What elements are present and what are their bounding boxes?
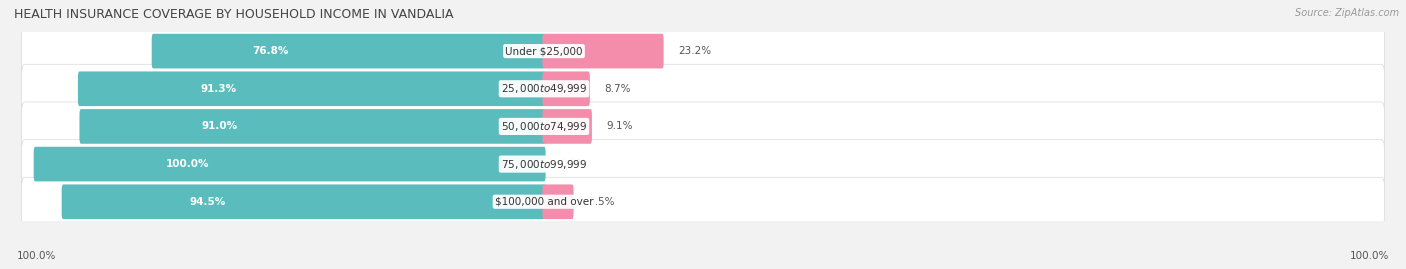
- FancyBboxPatch shape: [80, 109, 546, 144]
- FancyBboxPatch shape: [21, 102, 1385, 151]
- Text: Under $25,000: Under $25,000: [505, 46, 582, 56]
- FancyBboxPatch shape: [543, 185, 574, 219]
- Text: 23.2%: 23.2%: [678, 46, 711, 56]
- Text: 100.0%: 100.0%: [166, 159, 209, 169]
- Text: 100.0%: 100.0%: [17, 251, 56, 261]
- Text: HEALTH INSURANCE COVERAGE BY HOUSEHOLD INCOME IN VANDALIA: HEALTH INSURANCE COVERAGE BY HOUSEHOLD I…: [14, 8, 454, 21]
- FancyBboxPatch shape: [62, 185, 546, 219]
- FancyBboxPatch shape: [152, 34, 546, 68]
- FancyBboxPatch shape: [21, 64, 1385, 113]
- Text: $100,000 and over: $100,000 and over: [495, 197, 593, 207]
- Text: $25,000 to $49,999: $25,000 to $49,999: [501, 82, 588, 95]
- Text: $50,000 to $74,999: $50,000 to $74,999: [501, 120, 588, 133]
- Text: $75,000 to $99,999: $75,000 to $99,999: [501, 158, 588, 171]
- FancyBboxPatch shape: [21, 27, 1385, 76]
- Text: 0.0%: 0.0%: [560, 159, 586, 169]
- FancyBboxPatch shape: [34, 147, 546, 181]
- Text: 91.0%: 91.0%: [202, 121, 238, 132]
- Text: 94.5%: 94.5%: [190, 197, 225, 207]
- Text: 8.7%: 8.7%: [605, 84, 631, 94]
- FancyBboxPatch shape: [21, 140, 1385, 189]
- FancyBboxPatch shape: [543, 72, 591, 106]
- Text: 76.8%: 76.8%: [252, 46, 288, 56]
- FancyBboxPatch shape: [543, 34, 664, 68]
- FancyBboxPatch shape: [543, 109, 592, 144]
- Text: 91.3%: 91.3%: [201, 84, 238, 94]
- FancyBboxPatch shape: [21, 177, 1385, 226]
- Text: Source: ZipAtlas.com: Source: ZipAtlas.com: [1295, 8, 1399, 18]
- Text: 5.5%: 5.5%: [588, 197, 614, 207]
- Text: 100.0%: 100.0%: [1350, 251, 1389, 261]
- Text: 9.1%: 9.1%: [606, 121, 633, 132]
- FancyBboxPatch shape: [77, 72, 546, 106]
